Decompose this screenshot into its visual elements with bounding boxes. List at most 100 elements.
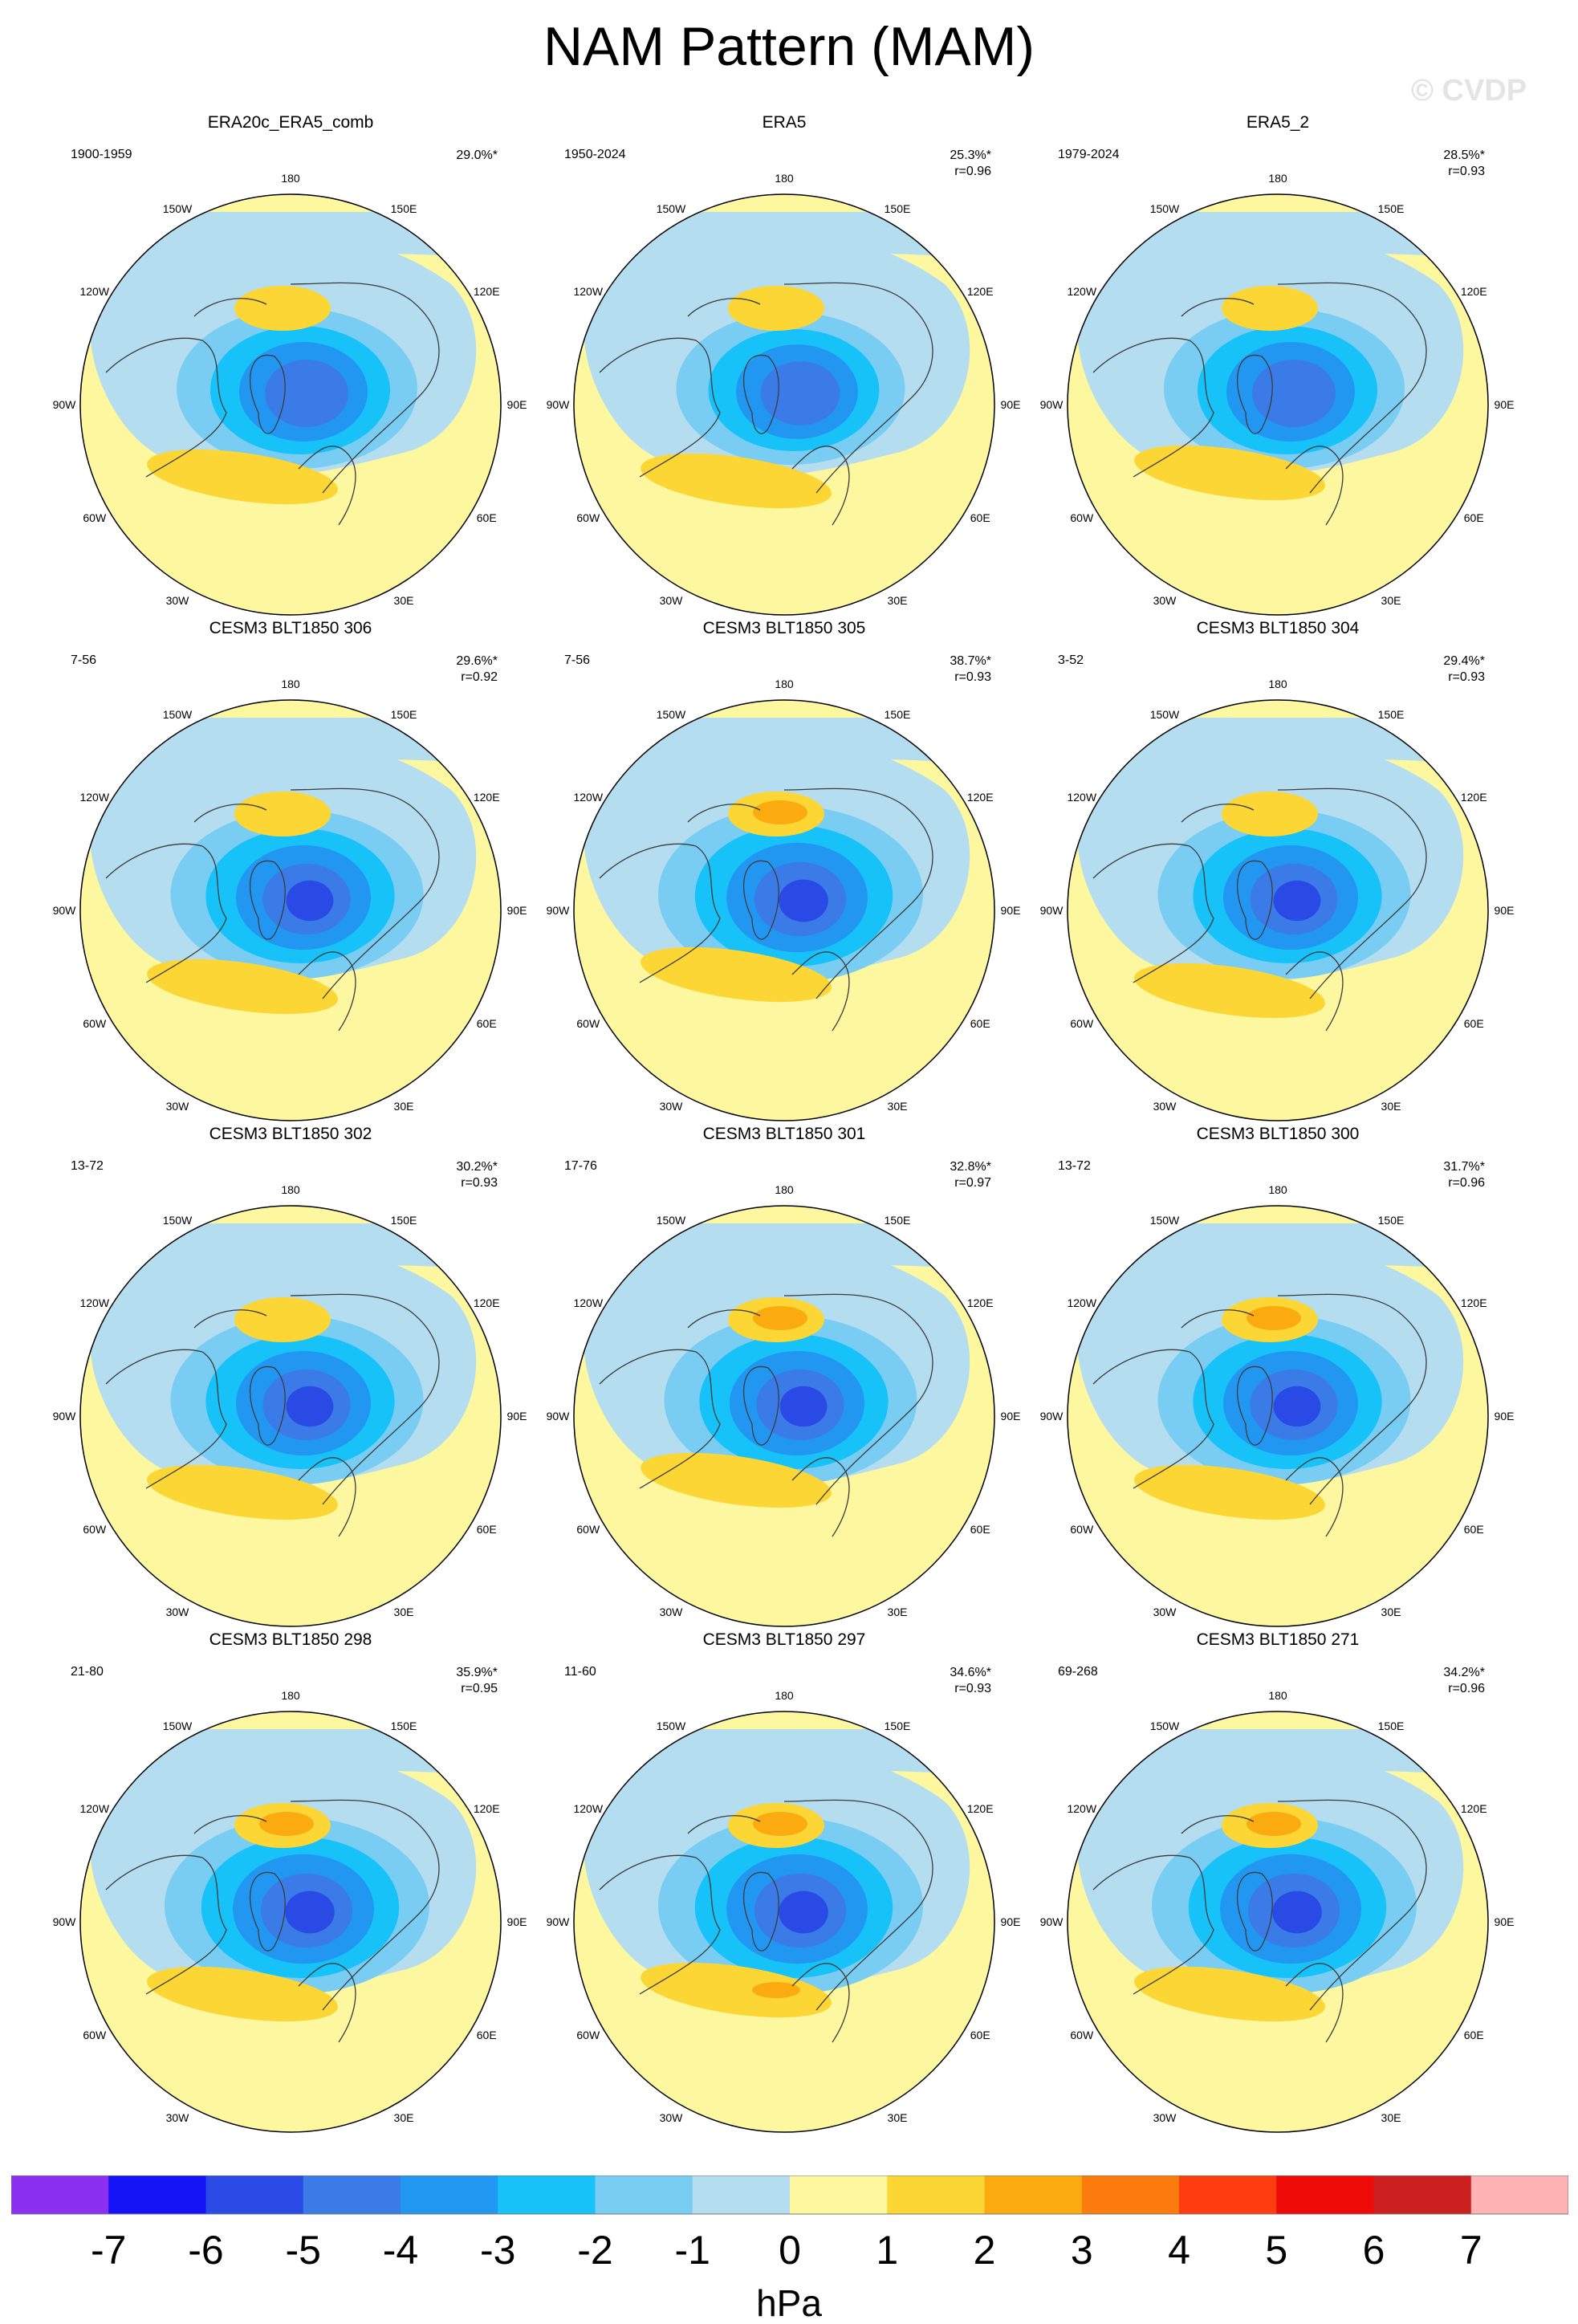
colorbar-tick-label: 7 [1460, 2228, 1482, 2273]
longitude-label: 60E [970, 511, 990, 524]
coastline-2 [105, 1854, 227, 1995]
coastline-5 [193, 298, 267, 317]
longitude-label: 120W [79, 791, 109, 804]
panel-variance-percent: 30.2%* [456, 1160, 498, 1174]
panel-title: ERA20c_ERA5_comb [207, 113, 374, 132]
polar-map: 180150E120E90E60E30E030W60W90W120W150W [547, 1689, 1021, 2133]
longitude-label: 150W [1150, 1720, 1180, 1732]
panel-stats: 29.0%* [456, 148, 498, 164]
coastline-2 [105, 843, 227, 983]
panel-title: CESM3 BLT1850 297 [702, 1630, 866, 1649]
field-atlantic-high [147, 449, 338, 505]
coastlines [599, 1293, 933, 1537]
longitude-label: 90W [53, 1410, 77, 1422]
map-panel: CESM3 BLT1850 302 13-72 30.2%* r=0.93 18… [42, 1124, 539, 1630]
coastlines [105, 1293, 440, 1537]
coastline-2 [105, 1349, 227, 1489]
longitude-label: 90E [1495, 1410, 1515, 1422]
longitude-label: 120W [573, 285, 603, 298]
panel-variance-percent: 29.4%* [1443, 654, 1485, 668]
field-pacific-high [234, 286, 331, 331]
panel-period: 13-72 [71, 1159, 104, 1173]
panel-correlation: r=0.95 [461, 1682, 498, 1695]
field-atlantic-high [641, 453, 832, 509]
field-polar-low-level-4 [265, 360, 348, 427]
coastline-2 [599, 1854, 721, 1995]
panel-title: CESM3 BLT1850 304 [1196, 619, 1360, 637]
field-polar-low-level-5 [779, 1386, 828, 1427]
coastline-4 [791, 1963, 850, 2043]
coastline-1 [742, 1366, 779, 1446]
longitude-label: 60W [83, 2029, 107, 2041]
longitude-label: 90W [1040, 398, 1064, 411]
longitude-label: 120E [967, 285, 994, 298]
longitude-label: 90E [1495, 398, 1515, 411]
field-polar-low-level-5 [779, 1891, 828, 1934]
panel-period: 1979-2024 [1058, 148, 1120, 161]
coastlines [599, 1799, 933, 2043]
longitude-label: 90E [1001, 1410, 1021, 1422]
longitude-label: 150W [163, 202, 193, 215]
colorbar-tick-label: -5 [286, 2228, 321, 2273]
longitude-label: 30W [1153, 594, 1177, 607]
field-pacific-high [728, 286, 824, 331]
longitude-label: 60W [83, 1017, 107, 1030]
longitude-label: 120E [1461, 285, 1487, 298]
panel-correlation: r=0.96 [954, 165, 991, 178]
longitude-label: 150E [1378, 1720, 1405, 1732]
coastline-5 [193, 804, 267, 823]
panel-variance-percent: 25.3%* [950, 149, 991, 162]
longitude-label: 60W [83, 511, 107, 524]
longitude-label: 30E [1381, 594, 1401, 607]
field-atlantic-high [1134, 1464, 1325, 1520]
longitude-label: 90W [547, 398, 571, 411]
coastline-4 [791, 1457, 850, 1537]
panel-title: CESM3 BLT1850 306 [209, 619, 372, 637]
longitude-label: 60W [576, 2029, 600, 2041]
coastlines [105, 788, 440, 1032]
longitude-label: 150E [1378, 708, 1405, 721]
polar-map: 180150E120E90E60E30E030W60W90W120W150W [1040, 1183, 1515, 1627]
colorbar-tick-label: 3 [1071, 2228, 1093, 2273]
longitude-label: 120E [967, 1296, 994, 1309]
longitude-label: 180 [1268, 678, 1287, 690]
longitude-label: 120W [1067, 791, 1096, 804]
colorbar-swatch [303, 2175, 401, 2214]
coastline-2 [599, 337, 721, 478]
longitude-label: 60W [1070, 2029, 1094, 2041]
panel-stats: 34.6%* r=0.93 [950, 1665, 991, 1697]
coastlines [1092, 1293, 1427, 1537]
longitude-label: 30E [1381, 2111, 1401, 2124]
coastline-5 [1181, 804, 1255, 823]
field-atlantic-high [641, 1452, 832, 1508]
field-pacific-high [234, 1297, 331, 1342]
coastline-3 [1277, 1293, 1427, 1505]
longitude-label: 120W [79, 1296, 109, 1309]
longitude-label: 180 [281, 1689, 300, 1702]
panel-period: 1950-2024 [564, 148, 626, 161]
colorbar: -7 -6 -5 -4 -3 -2 -1 0 1 2 3 4 5 6 7 [11, 2175, 1568, 2273]
coastline-4 [1285, 446, 1344, 526]
longitude-label: 90E [1001, 398, 1021, 411]
coastline-3 [783, 282, 933, 494]
colorbar-tick-label: -7 [91, 2228, 126, 2273]
longitude-label: 30E [1381, 1100, 1401, 1113]
panel-period: 69-268 [1058, 1665, 1098, 1679]
longitude-label: 90E [1001, 1915, 1021, 1928]
longitude-label: 180 [775, 1689, 794, 1702]
panel-title: CESM3 BLT1850 271 [1196, 1630, 1360, 1649]
field-pacific-high-core [1247, 1812, 1301, 1836]
longitude-label: 120E [967, 791, 994, 804]
panel-correlation: r=0.93 [1448, 165, 1485, 178]
field-polar-low-level-5 [1273, 1386, 1321, 1427]
coastline-1 [249, 1366, 286, 1446]
longitude-label: 60W [1070, 1017, 1094, 1030]
coastline-4 [298, 1963, 356, 2043]
coastline-5 [1181, 1309, 1255, 1329]
longitude-label: 120E [474, 1296, 500, 1309]
colorbar-units: hPa [756, 2282, 822, 2324]
coastline-1 [1236, 860, 1273, 940]
map-panel: CESM3 BLT1850 306 7-56 29.6%* r=0.92 180… [42, 618, 539, 1124]
colorbar-tick-label: -2 [577, 2228, 612, 2273]
coastline-5 [193, 1815, 267, 1834]
